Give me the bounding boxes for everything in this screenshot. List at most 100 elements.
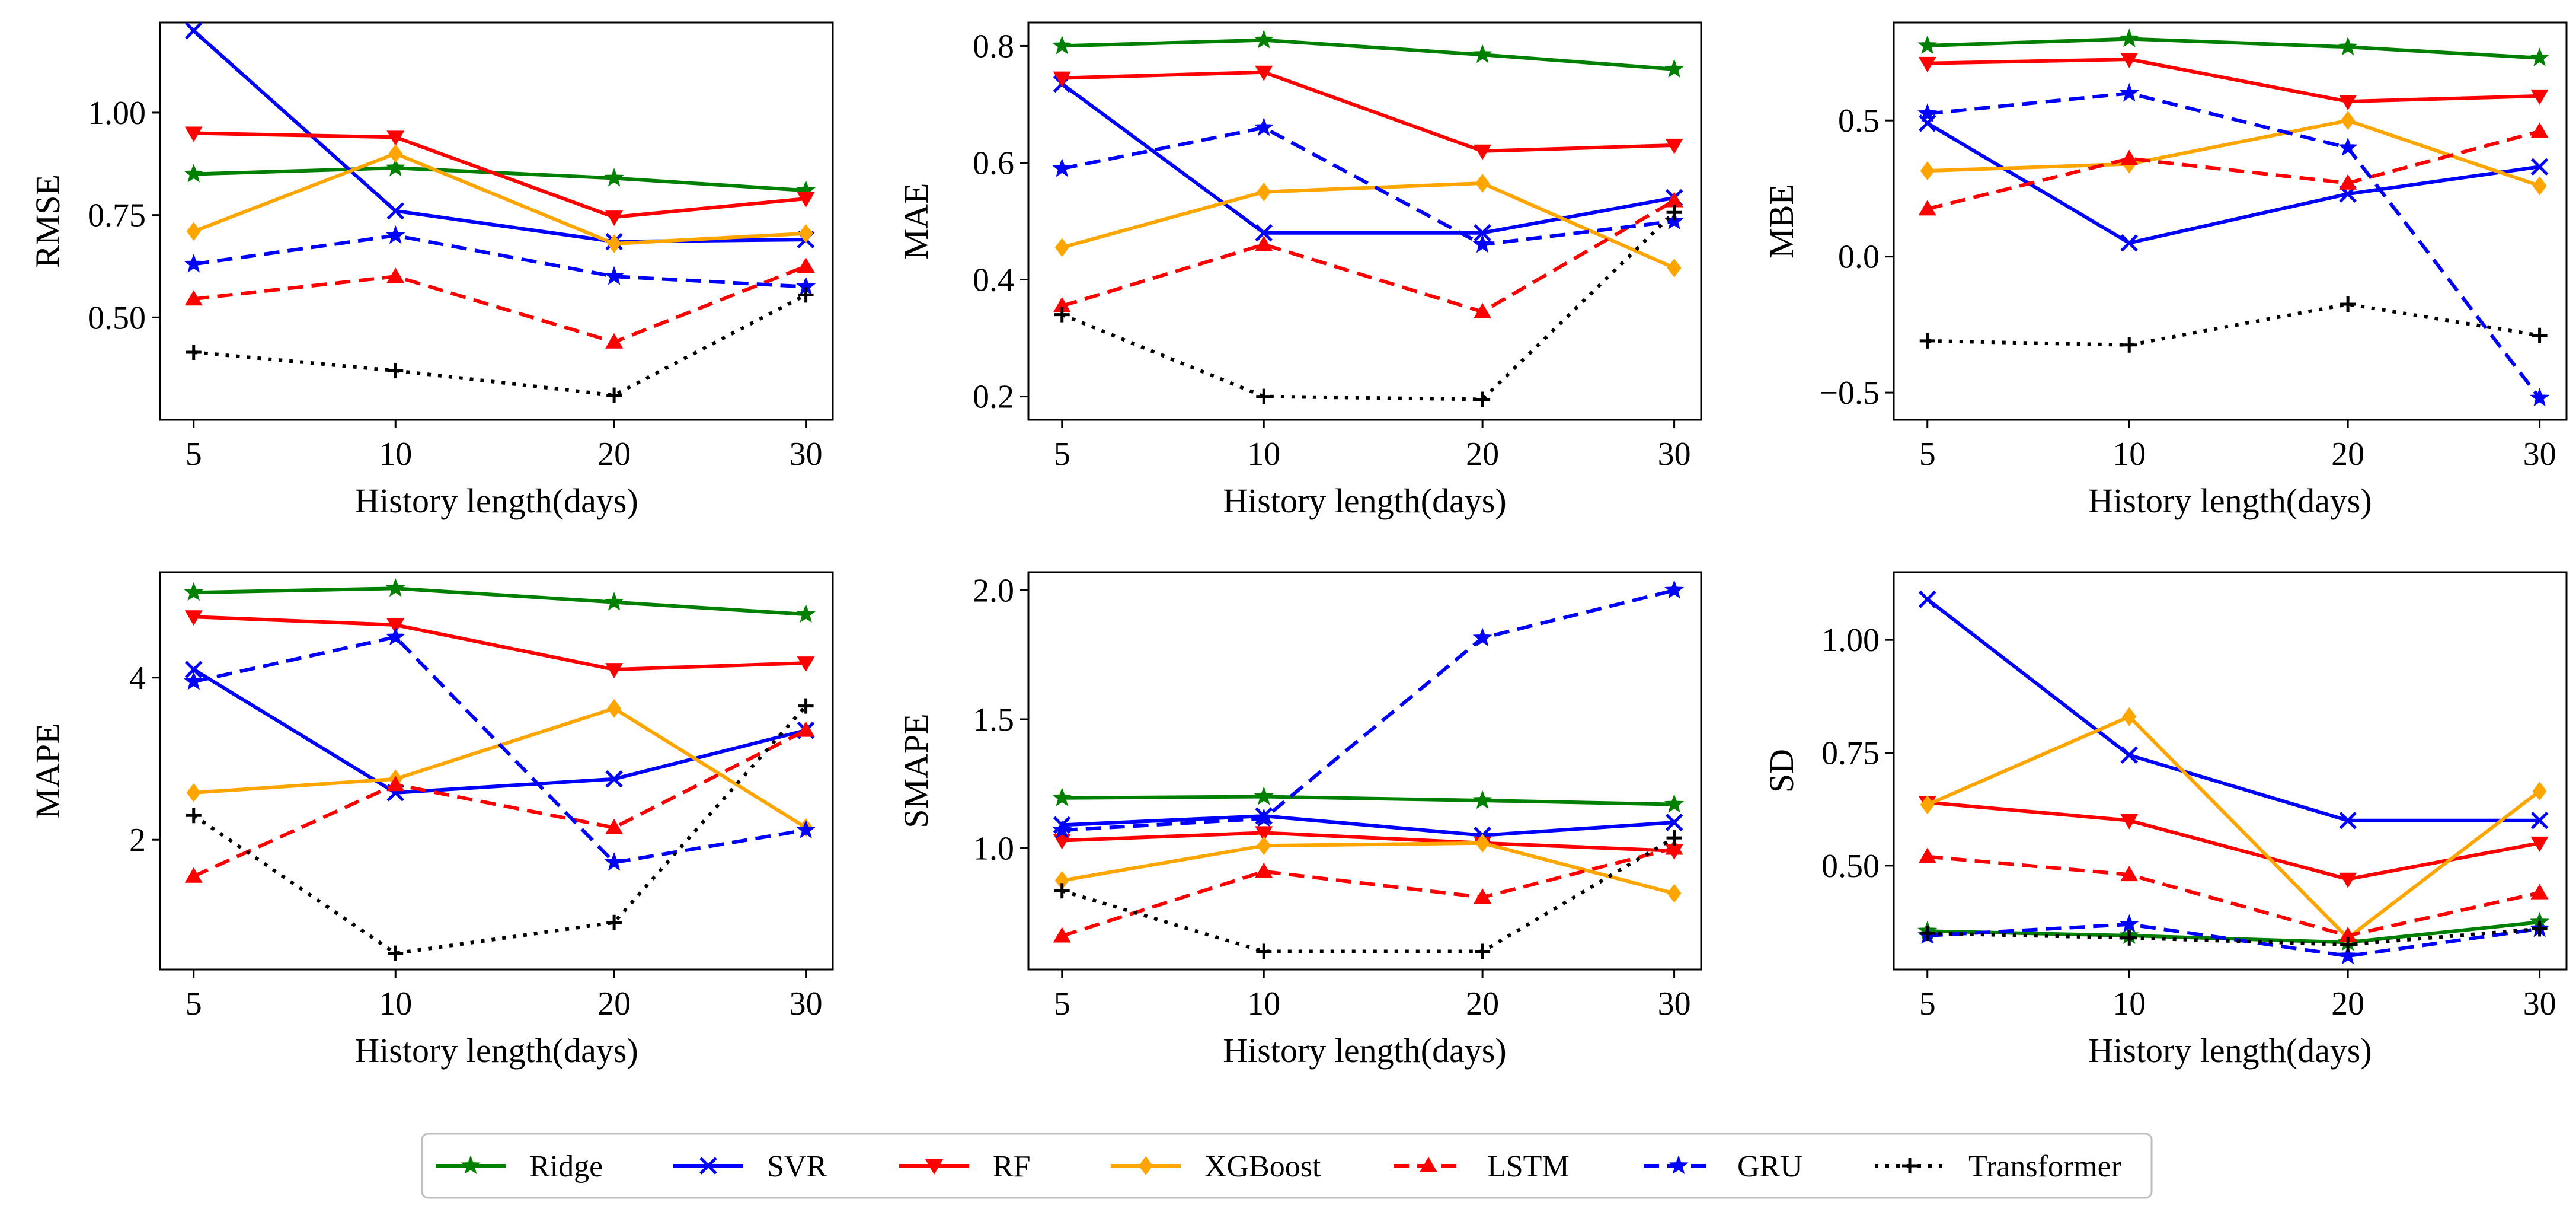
x-tick-label: 30 [2523, 436, 2556, 473]
x-axis-label: History length(days) [1223, 1031, 1506, 1070]
series-line [1062, 831, 1674, 853]
series-xgboost [1054, 833, 1682, 903]
data-point [388, 144, 403, 164]
series-lstm [184, 721, 815, 883]
legend-label: RF [993, 1150, 1031, 1184]
series-transformer [1919, 921, 2548, 953]
data-point [1474, 224, 1491, 242]
x-tick-label: 10 [1247, 436, 1280, 473]
chart-mbe: −0.5 0.0 0.5 5 10 20 30 History length(days) MBE [1762, 21, 2568, 520]
data-point [186, 222, 201, 241]
series-line [193, 635, 807, 865]
y-tick-label: 1.5 [973, 701, 1014, 738]
x-tick-label: 5 [186, 436, 202, 473]
plot-frame [159, 571, 834, 971]
y-tick-label: 1.00 [88, 95, 146, 132]
series-line [193, 668, 807, 795]
data-point [1475, 173, 1490, 193]
data-point [1472, 234, 1492, 253]
data-point [184, 290, 203, 306]
data-point [386, 202, 405, 220]
series-line [1062, 795, 1674, 806]
data-point [1474, 302, 1492, 318]
series-gru [184, 626, 816, 871]
data-point [1918, 847, 1936, 863]
series-line [1927, 129, 2540, 211]
series-line [193, 615, 806, 672]
x-tick-label: 20 [1466, 436, 1499, 473]
chart-rmse: 0.50 0.75 1.00 5 10 20 30 History length(days) R… [28, 21, 834, 520]
series-gru [1052, 580, 1685, 839]
x-tick-label: 10 [1247, 985, 1280, 1022]
legend-label: Ridge [529, 1150, 603, 1184]
data-point [1474, 144, 1492, 160]
plot-frame [159, 21, 834, 421]
y-tick-label: 0.6 [973, 145, 1014, 181]
x-axis-label: History length(days) [2088, 481, 2372, 520]
series-xgboost [186, 144, 813, 253]
data-point [605, 770, 623, 788]
series-xgboost [1920, 707, 2547, 948]
legend-marker [699, 1157, 717, 1175]
data-point [2120, 52, 2139, 68]
data-point [605, 663, 624, 679]
y-tick-label: 0.4 [973, 262, 1014, 299]
series-line [1926, 715, 2541, 940]
series-svr [184, 661, 815, 802]
data-point [1053, 927, 1071, 943]
data-point [2532, 921, 2548, 937]
y-tick-label: 0.75 [1821, 735, 1880, 772]
legend-box [421, 1133, 2153, 1199]
y-axis-label: RMSE [28, 174, 67, 268]
series-xgboost [1054, 173, 1682, 278]
data-point [2122, 707, 2137, 726]
x-axis-label: History length(days) [1223, 481, 1506, 520]
data-point [2530, 884, 2549, 900]
series-line [1061, 199, 1676, 314]
series-line [1062, 70, 1674, 153]
series-svr [1918, 114, 2549, 252]
series-svr [184, 22, 815, 251]
series-line [193, 728, 807, 878]
y-tick-label: 1.0 [973, 831, 1014, 867]
data-point [2119, 914, 2139, 933]
legend-item-ridge: Ridge [436, 1150, 603, 1184]
series-lstm [1053, 839, 1683, 943]
data-point [184, 164, 204, 183]
data-point [2119, 28, 2139, 47]
data-point [1052, 787, 1072, 806]
data-point [184, 254, 204, 273]
data-point [1255, 235, 1273, 251]
series-svr [1053, 75, 1683, 242]
data-point [2120, 149, 2139, 165]
series-line [1061, 836, 1676, 953]
data-point [388, 363, 404, 379]
data-point [604, 852, 624, 871]
x-tick-label: 30 [1658, 436, 1691, 473]
data-point [1667, 258, 1682, 278]
data-point [1665, 138, 1683, 154]
series-line [1926, 122, 2540, 245]
plot-frame [1893, 571, 2568, 971]
legend-item-svr: SVR [673, 1150, 827, 1184]
data-point [1918, 56, 1936, 72]
x-tick-label: 20 [2331, 985, 2364, 1022]
legend-marker [1139, 1156, 1153, 1175]
y-tick-label: 0.50 [1821, 848, 1880, 885]
data-point [796, 819, 816, 838]
data-point [1052, 819, 1072, 839]
series-line [192, 29, 806, 244]
y-tick-label: 0.0 [1838, 239, 1880, 276]
data-point [184, 661, 203, 678]
chart-mape: 2 4 5 10 20 30 History length(days) MAPE [28, 571, 834, 1070]
series-lstm [1918, 122, 2549, 216]
data-point [1256, 943, 1272, 959]
data-point [386, 130, 405, 146]
data-point [1918, 200, 1936, 216]
data-point [2119, 82, 2139, 102]
data-point [1054, 883, 1070, 899]
data-point [1255, 224, 1273, 242]
series-line [1062, 126, 1674, 247]
series-line [1927, 920, 2540, 945]
data-point [1665, 192, 1683, 208]
